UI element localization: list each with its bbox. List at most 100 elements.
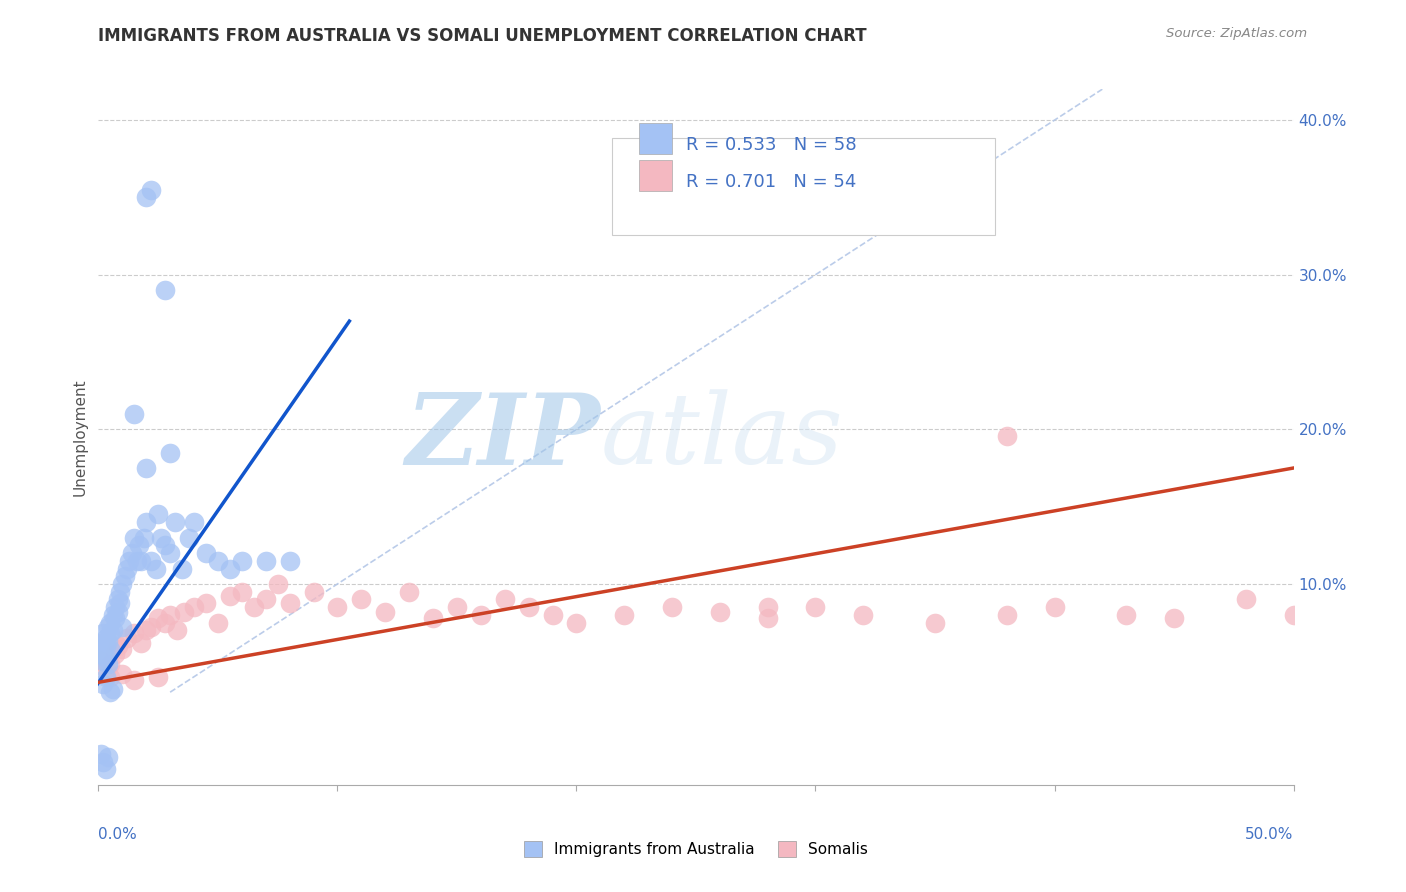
Point — [145, 561, 167, 575]
Point — [172, 561, 194, 575]
Point — [219, 590, 242, 604]
Point — [159, 607, 181, 622]
Point — [98, 615, 122, 630]
Point — [148, 611, 170, 625]
Point — [183, 515, 205, 529]
Point — [104, 647, 127, 661]
Point — [231, 554, 253, 568]
Point — [139, 554, 162, 568]
Legend: Immigrants from Australia, Somalis: Immigrants from Australia, Somalis — [523, 841, 869, 857]
Point — [231, 584, 253, 599]
Point — [94, 639, 117, 653]
Point — [107, 605, 129, 619]
Point — [101, 624, 124, 638]
Point — [422, 611, 444, 625]
Point — [98, 657, 122, 672]
Point — [1115, 607, 1137, 622]
Point — [207, 554, 229, 568]
Point — [108, 595, 131, 609]
Point — [94, 670, 117, 684]
Point — [90, 647, 112, 661]
Point — [278, 595, 301, 609]
Point — [114, 569, 136, 583]
Point — [90, 636, 112, 650]
Point — [302, 584, 325, 599]
FancyBboxPatch shape — [638, 161, 672, 192]
Point — [194, 595, 218, 609]
Point — [1234, 592, 1257, 607]
Point — [148, 670, 170, 684]
Point — [121, 546, 143, 560]
Point — [159, 445, 181, 459]
Point — [132, 531, 155, 545]
Point — [163, 515, 186, 529]
Point — [183, 600, 205, 615]
FancyBboxPatch shape — [638, 123, 672, 154]
Text: IMMIGRANTS FROM AUSTRALIA VS SOMALI UNEMPLOYMENT CORRELATION CHART: IMMIGRANTS FROM AUSTRALIA VS SOMALI UNEM… — [98, 27, 868, 45]
Point — [104, 611, 127, 625]
Point — [115, 561, 138, 575]
Point — [124, 531, 146, 545]
Point — [90, 747, 112, 761]
Point — [148, 508, 170, 522]
Point — [104, 600, 127, 615]
Point — [661, 600, 683, 615]
Text: 50.0%: 50.0% — [1246, 827, 1294, 841]
Point — [470, 607, 492, 622]
Point — [131, 554, 153, 568]
Point — [98, 670, 122, 684]
Point — [111, 577, 134, 591]
Point — [194, 546, 218, 560]
Point — [517, 600, 540, 615]
Point — [91, 626, 114, 640]
Point — [254, 592, 277, 607]
Point — [565, 615, 588, 630]
Point — [128, 538, 150, 552]
Point — [91, 654, 114, 668]
Point — [94, 631, 117, 645]
Text: R = 0.533   N = 58: R = 0.533 N = 58 — [686, 136, 858, 153]
Point — [179, 531, 201, 545]
Point — [243, 600, 266, 615]
Point — [135, 461, 157, 475]
Point — [125, 554, 148, 568]
Point — [135, 624, 157, 638]
Point — [995, 607, 1018, 622]
Point — [155, 615, 177, 630]
Point — [398, 584, 420, 599]
Point — [155, 538, 177, 552]
FancyBboxPatch shape — [613, 138, 995, 235]
Text: R = 0.701   N = 54: R = 0.701 N = 54 — [686, 173, 856, 191]
Point — [139, 183, 162, 197]
Point — [115, 631, 138, 645]
Point — [1043, 600, 1066, 615]
Point — [924, 615, 946, 630]
Point — [111, 666, 134, 681]
Text: ZIP: ZIP — [405, 389, 600, 485]
Point — [159, 546, 181, 560]
Point — [97, 620, 120, 634]
Point — [267, 577, 290, 591]
Point — [219, 561, 242, 575]
Text: atlas: atlas — [600, 390, 844, 484]
Point — [254, 554, 277, 568]
Text: 0.0%: 0.0% — [98, 827, 138, 841]
Point — [494, 592, 516, 607]
Point — [91, 641, 114, 656]
Point — [995, 428, 1018, 442]
Point — [350, 592, 373, 607]
Point — [756, 600, 779, 615]
Point — [98, 685, 122, 699]
Point — [94, 662, 117, 676]
Point — [124, 626, 146, 640]
Point — [756, 611, 779, 625]
Point — [107, 639, 129, 653]
Point — [135, 190, 157, 204]
Point — [90, 654, 112, 668]
Point — [155, 283, 177, 297]
Point — [108, 584, 131, 599]
Point — [173, 605, 195, 619]
Point — [94, 763, 117, 777]
Point — [1163, 611, 1185, 625]
Point — [709, 605, 731, 619]
